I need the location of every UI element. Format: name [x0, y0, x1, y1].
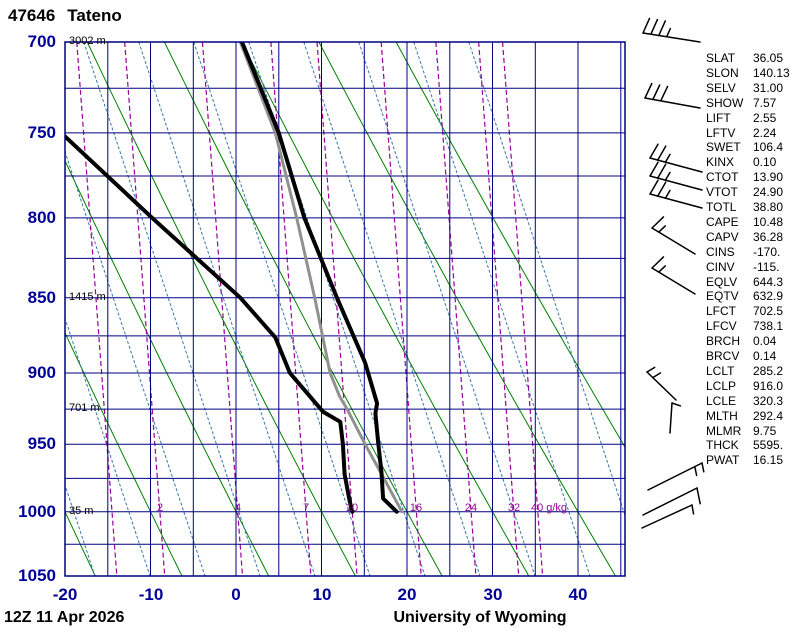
- temperature-tick-label: -20: [52, 585, 78, 604]
- wind-barbs: [641, 17, 705, 529]
- height-label: 1415 m: [69, 291, 106, 303]
- height-label: 3002 m: [69, 35, 106, 47]
- param-value: 24.90: [753, 185, 784, 200]
- pressure-tick-label: 900: [27, 363, 56, 382]
- param-value: 0.10: [753, 155, 777, 170]
- param-name: SWET: [706, 140, 741, 155]
- pressure-tick-label: 1050: [18, 566, 56, 585]
- param-name: BRCH: [706, 334, 741, 349]
- param-value: 2.55: [753, 110, 777, 125]
- param-name: SHOW: [706, 95, 744, 110]
- param-name: KINX: [706, 155, 735, 170]
- mixing-ratio-label: 7: [302, 502, 310, 514]
- param-name: MLTH: [706, 408, 738, 423]
- dewpoint-trace: [65, 134, 355, 514]
- pressure-temperature-grid: [65, 42, 625, 576]
- param-value: 106.4: [753, 140, 784, 155]
- pressure-tick-label: 950: [27, 434, 56, 453]
- param-value: 320.3: [753, 393, 784, 408]
- height-label: 35 m: [69, 505, 94, 517]
- param-value: 738.1: [753, 319, 784, 334]
- temperature-trace: [240, 42, 399, 514]
- param-value: 632.9: [753, 289, 784, 304]
- param-value: 10.48: [753, 214, 784, 229]
- plot-border: [64, 41, 626, 577]
- param-name: LFTV: [706, 125, 736, 140]
- mixing-ratio-label: 10: [345, 502, 359, 514]
- param-name: CAPE: [706, 214, 739, 229]
- param-name: LFCT: [706, 304, 736, 319]
- mixing-ratio-label: 40 g/kg: [530, 502, 568, 514]
- param-name: LIFT: [706, 110, 731, 125]
- temperature-tick-label: 30: [483, 585, 503, 604]
- param-value: 36.05: [753, 51, 784, 65]
- param-value: 702.5: [753, 304, 784, 319]
- param-value: 644.3: [753, 274, 784, 289]
- temperature-tick-label: 10: [312, 585, 332, 604]
- station-name: Tateno: [67, 6, 122, 25]
- temperature-tick-label: 20: [397, 585, 417, 604]
- pressure-tick-label: 700: [27, 32, 56, 51]
- param-name: CINS: [706, 244, 735, 259]
- param-name: VTOT: [706, 185, 738, 200]
- param-name: CTOT: [706, 170, 739, 185]
- sounding-datetime: 12Z 11 Apr 2026: [4, 609, 125, 626]
- param-value: 285.2: [753, 363, 784, 378]
- param-name: EQTV: [706, 289, 739, 304]
- param-name: SLON: [706, 65, 739, 80]
- page-title: 47646 Tateno: [8, 6, 122, 26]
- param-name: PWAT: [706, 453, 740, 468]
- param-value: 9.75: [753, 423, 777, 438]
- mixing-ratio-label: 2: [156, 502, 164, 514]
- param-name: THCK: [706, 438, 739, 453]
- param-value: 31.00: [753, 80, 784, 95]
- param-name: LCLP: [706, 378, 737, 393]
- param-value: -115.: [753, 259, 780, 274]
- param-value: 13.90: [753, 170, 784, 185]
- credit-text: University of Wyoming: [393, 609, 567, 626]
- param-name: SLAT: [706, 51, 736, 65]
- param-value: 0.14: [753, 349, 777, 363]
- param-value: 5595.: [753, 438, 784, 453]
- param-value: -170.: [753, 244, 781, 259]
- station-id: 47646: [8, 6, 56, 25]
- param-name: CINV: [706, 259, 735, 274]
- pressure-tick-label: 1000: [18, 502, 56, 521]
- param-value: 292.4: [753, 408, 784, 423]
- pressure-tick-label: 800: [27, 208, 56, 227]
- param-name: LCLE: [706, 393, 737, 408]
- param-value: 36.28: [753, 229, 784, 244]
- height-label: 701 m: [69, 402, 100, 414]
- param-value: 916.0: [753, 378, 784, 393]
- param-name: CAPV: [706, 229, 739, 244]
- param-value: 16.15: [753, 453, 784, 468]
- temperature-tick-label: 0: [231, 585, 241, 604]
- mixing-ratio-label: 24: [464, 502, 478, 514]
- pressure-tick-label: 850: [27, 288, 56, 307]
- param-value: 38.80: [753, 200, 784, 214]
- parcel-trace: [238, 42, 404, 514]
- temperature-tick-label: -10: [138, 585, 164, 604]
- param-name: TOTL: [706, 200, 737, 214]
- param-name: EQLV: [706, 274, 738, 289]
- pressure-tick-label: 750: [27, 123, 56, 142]
- param-value: 140.13: [753, 65, 790, 80]
- mixing-ratio-lines: [76, 42, 544, 576]
- mixing-ratio-label: 4: [234, 502, 242, 514]
- param-name: SELV: [706, 80, 736, 95]
- mixing-ratio-label: 16: [409, 502, 423, 514]
- param-value: 0.04: [753, 334, 777, 349]
- param-name: BRCV: [706, 349, 740, 363]
- param-value: 2.24: [753, 125, 777, 140]
- param-name: LFCV: [706, 319, 737, 334]
- param-name: MLMR: [706, 423, 742, 438]
- param-value: 7.57: [753, 95, 777, 110]
- dry-adiabat-lines: [65, 42, 625, 576]
- param-name: LCLT: [706, 363, 735, 378]
- temperature-tick-label: 40: [568, 585, 588, 604]
- mixing-ratio-label: 32: [507, 502, 521, 514]
